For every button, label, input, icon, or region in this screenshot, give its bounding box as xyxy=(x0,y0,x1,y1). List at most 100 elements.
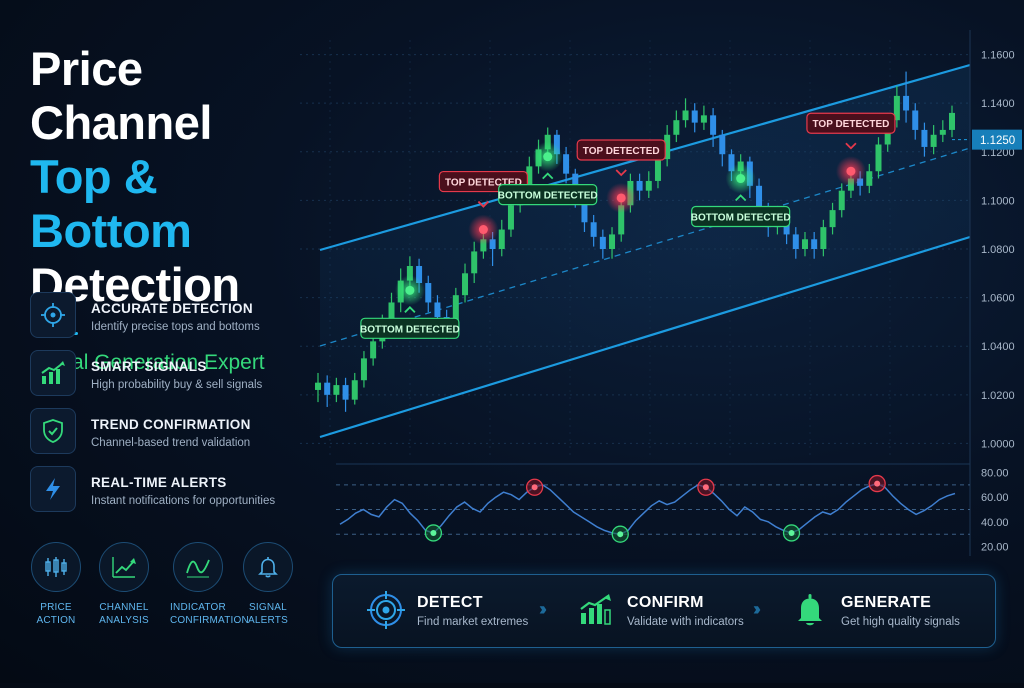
category-label: ANALYSIS xyxy=(99,615,149,626)
price-tick-label: 1.0600 xyxy=(981,293,1015,305)
top-detected-badge xyxy=(576,139,666,161)
bottom-detected-label: BOTTOM DETECTED xyxy=(360,324,460,335)
price-tick-label: 1.0000 xyxy=(981,438,1015,450)
signal-dot xyxy=(736,174,746,184)
channel-fill xyxy=(320,65,970,437)
candle-body xyxy=(590,222,597,237)
chevron-down-icon xyxy=(477,200,490,208)
bell-icon xyxy=(791,591,829,629)
candle-body xyxy=(903,95,910,111)
oscillator-tick-label: 80.00 xyxy=(981,467,1009,479)
candle-body xyxy=(406,266,413,281)
top-detected-label: TOP DETECTED xyxy=(583,146,660,157)
feature-title: REAL-TIME ALERTS xyxy=(91,475,227,490)
candle-body xyxy=(489,239,496,249)
candle-body xyxy=(700,115,707,123)
chevron-up-icon xyxy=(404,306,416,313)
candle-body xyxy=(636,180,643,191)
crosshair-icon xyxy=(30,292,76,338)
feature-item: SMART SIGNALS High probability buy & sel… xyxy=(30,350,330,408)
candle-body xyxy=(949,112,955,130)
candle-body xyxy=(462,273,469,296)
candle-body xyxy=(682,110,689,121)
bar-chart-up-icon xyxy=(30,350,76,396)
candle-body xyxy=(434,302,441,318)
step-title: DETECT xyxy=(417,594,483,611)
category-channel-analysis: CHANNEL ANALYSIS xyxy=(96,542,152,627)
candle-body xyxy=(673,120,680,135)
feature-desc: High probability buy & sell signals xyxy=(91,379,263,391)
signal-dot xyxy=(543,152,553,162)
category-label: ACTION xyxy=(36,615,76,626)
bottom-detected-badge xyxy=(360,317,460,339)
candle-body xyxy=(838,190,845,211)
oscillator-tick-label: 60.00 xyxy=(981,492,1009,504)
candle-body xyxy=(599,236,606,249)
candle-body xyxy=(351,380,358,400)
candle-body xyxy=(728,154,735,172)
step-desc: Validate with indicators xyxy=(627,616,744,628)
candle-body xyxy=(939,129,946,135)
price-tick-label: 1.0400 xyxy=(981,341,1015,353)
feature-desc: Instant notifications for opportunities xyxy=(91,495,276,507)
candle-body xyxy=(416,266,423,284)
bottom-detected-badge xyxy=(498,184,598,206)
candle-body xyxy=(792,234,799,249)
double-chevron-icon: ›› xyxy=(539,599,547,619)
candle-body xyxy=(553,134,560,155)
signal-dot xyxy=(846,166,856,176)
candle-body xyxy=(526,166,533,186)
price-tick-label: 1.0800 xyxy=(981,244,1015,256)
candle-body xyxy=(691,110,698,123)
feature-title: TREND CONFIRMATION xyxy=(91,417,251,432)
title-line-2: Top & Bottom xyxy=(30,150,192,257)
category-label: PRICE xyxy=(40,602,72,613)
candle-body xyxy=(654,159,661,181)
step-title: CONFIRM xyxy=(627,594,704,611)
candle-body xyxy=(719,134,726,155)
oscillator-line xyxy=(339,482,956,535)
wave-icon xyxy=(173,542,223,592)
category-label: CHANNEL xyxy=(99,602,149,613)
feature-title: SMART SIGNALS xyxy=(91,359,207,374)
candle-body xyxy=(507,205,514,230)
candle-body xyxy=(829,210,836,228)
bottom-detected-label: BOTTOM DETECTED xyxy=(691,213,791,224)
candle-body xyxy=(452,295,459,330)
category-label: ALERTS xyxy=(248,615,288,626)
chevron-down-icon xyxy=(845,142,857,150)
lightning-icon xyxy=(30,466,76,512)
top-detected-label: TOP DETECTED xyxy=(812,119,889,130)
price-tick-label: 1.1400 xyxy=(981,98,1015,110)
channel-lower-line xyxy=(319,235,971,439)
workflow-steps: DETECT Find market extremes ›› CONFIRM V… xyxy=(332,574,996,648)
bottom-detected-badge xyxy=(691,205,791,228)
target-icon xyxy=(367,591,405,629)
candle-body xyxy=(710,115,717,135)
signal-dot xyxy=(405,285,415,295)
oscillator-marker-dot xyxy=(430,529,437,536)
candle-body xyxy=(315,382,321,390)
price-tick-label: 1.0200 xyxy=(981,390,1015,402)
feature-item: TREND CONFIRMATION Channel-based trend v… xyxy=(30,408,330,466)
candle-body xyxy=(471,251,478,274)
double-chevron-icon: ›› xyxy=(753,599,761,619)
chevron-up-icon xyxy=(735,194,747,202)
current-price-tag xyxy=(972,129,1022,150)
oscillator-tick-label: 20.00 xyxy=(981,542,1009,554)
oscillator-marker-dot xyxy=(702,484,709,491)
oscillator-tick-label: 40.00 xyxy=(981,517,1009,529)
signal-dot xyxy=(478,225,488,235)
top-detected-label: TOP DETECTED xyxy=(445,178,522,189)
category-price-action: PRICE ACTION xyxy=(28,542,84,627)
signal-dot xyxy=(616,193,626,203)
candle-body xyxy=(480,239,487,252)
feature-title: ACCURATE DETECTION xyxy=(91,301,253,316)
category-signal-alerts: SIGNAL ALERTS xyxy=(240,542,296,627)
step-desc: Get high quality signals xyxy=(841,616,960,628)
shield-check-icon xyxy=(30,408,76,454)
candle-body xyxy=(581,200,588,223)
chevron-down-icon xyxy=(615,169,627,177)
feature-list: ACCURATE DETECTION Identify precise tops… xyxy=(30,292,330,524)
